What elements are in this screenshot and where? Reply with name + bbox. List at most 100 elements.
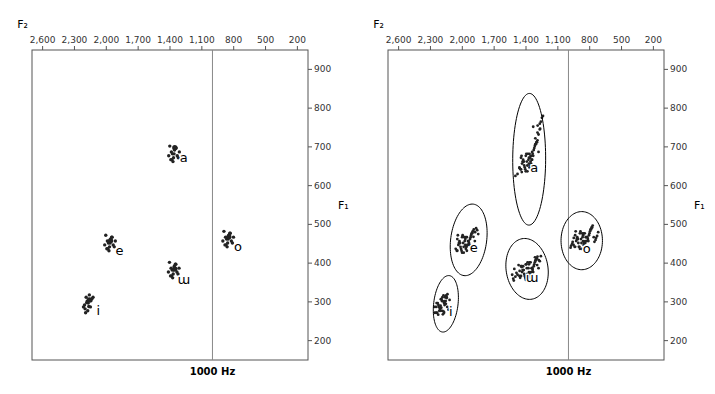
- point: [588, 234, 591, 237]
- point: [446, 293, 449, 296]
- point: [538, 260, 541, 263]
- y-tick: [308, 340, 312, 341]
- x-axis-label: F₂: [373, 18, 384, 31]
- point: [520, 171, 523, 174]
- y-tick-label: 700: [314, 142, 331, 152]
- x-tick: [74, 46, 75, 50]
- point: [174, 263, 177, 266]
- point: [515, 271, 518, 274]
- x-tick: [106, 46, 107, 50]
- point: [177, 266, 180, 269]
- point: [171, 272, 174, 275]
- point: [474, 231, 477, 234]
- y-tick: [664, 340, 668, 341]
- chart-canvas: 2,6002,3002,0001,7001,4001,1008005002002…: [0, 0, 715, 394]
- y-axis-label: F₁: [694, 199, 705, 212]
- point: [572, 237, 575, 240]
- x-tick: [398, 46, 399, 50]
- x-tick-label: 1,100: [189, 35, 215, 45]
- vowel-label: a: [530, 160, 538, 175]
- point: [539, 127, 542, 130]
- point: [539, 120, 542, 123]
- ellipse: [561, 212, 602, 270]
- point: [442, 294, 445, 297]
- point: [513, 268, 516, 271]
- point: [435, 311, 438, 314]
- reference-line: [568, 50, 569, 360]
- point: [456, 238, 459, 241]
- point: [477, 233, 480, 236]
- y-tick-label: 600: [314, 181, 331, 191]
- ellipse: [513, 93, 546, 225]
- point: [454, 247, 457, 250]
- point: [579, 232, 582, 235]
- point: [232, 235, 235, 238]
- labels: iɯeoa: [449, 160, 591, 320]
- x-tick: [430, 46, 431, 50]
- point: [538, 128, 541, 131]
- point: [590, 228, 593, 231]
- point: [167, 154, 170, 157]
- point: [525, 263, 528, 266]
- y-tick: [308, 108, 312, 109]
- point: [441, 313, 444, 316]
- point: [471, 232, 474, 235]
- point: [597, 231, 600, 234]
- x-tick: [526, 46, 527, 50]
- ellipse: [450, 204, 487, 276]
- y-tick-label: 300: [314, 297, 331, 307]
- x-tick-label: 2,000: [449, 35, 475, 45]
- point: [230, 239, 233, 242]
- y-tick: [664, 69, 668, 70]
- point: [114, 239, 117, 242]
- x-tick-label: 2,600: [386, 35, 412, 45]
- x-tick: [138, 46, 139, 50]
- vowel-label: a: [180, 150, 188, 165]
- point: [459, 242, 462, 245]
- point: [456, 234, 459, 237]
- point: [168, 144, 171, 147]
- point: [84, 311, 87, 314]
- reference-label: 1000 Hz: [190, 366, 236, 377]
- y-tick: [664, 185, 668, 186]
- x-tick-label: 800: [225, 35, 242, 45]
- y-tick-label: 900: [314, 64, 331, 74]
- y-tick-label: 600: [670, 181, 687, 191]
- point: [459, 245, 462, 248]
- point: [574, 230, 577, 233]
- plot-frame: [388, 50, 664, 360]
- point: [89, 305, 92, 308]
- x-tick-label: 500: [613, 35, 630, 45]
- x-tick-label: 2,300: [62, 35, 88, 45]
- point: [586, 238, 589, 241]
- point: [594, 238, 597, 241]
- point: [534, 259, 537, 262]
- point: [532, 265, 535, 268]
- y-tick-label: 300: [670, 297, 687, 307]
- x-tick: [265, 46, 266, 50]
- y-tick-label: 500: [670, 219, 687, 229]
- marks: [82, 144, 235, 314]
- x-tick: [589, 46, 590, 50]
- point: [168, 261, 171, 264]
- point: [524, 154, 527, 157]
- y-tick-label: 800: [314, 103, 331, 113]
- y-tick-label: 400: [314, 258, 331, 268]
- vowel-label: e: [116, 243, 124, 258]
- point: [448, 299, 451, 302]
- point: [518, 166, 521, 169]
- x-tick-label: 2,600: [30, 35, 56, 45]
- vowel-label: i: [97, 303, 101, 318]
- x-tick: [462, 46, 463, 50]
- point: [516, 173, 519, 176]
- point: [539, 255, 542, 258]
- x-tick: [494, 46, 495, 50]
- point: [577, 245, 580, 248]
- y-tick: [664, 146, 668, 147]
- point: [583, 232, 586, 235]
- point: [170, 150, 173, 153]
- point: [472, 235, 475, 238]
- point: [108, 245, 111, 248]
- reference-label: 1000 Hz: [546, 366, 592, 377]
- labels: iɯeoa: [97, 150, 242, 317]
